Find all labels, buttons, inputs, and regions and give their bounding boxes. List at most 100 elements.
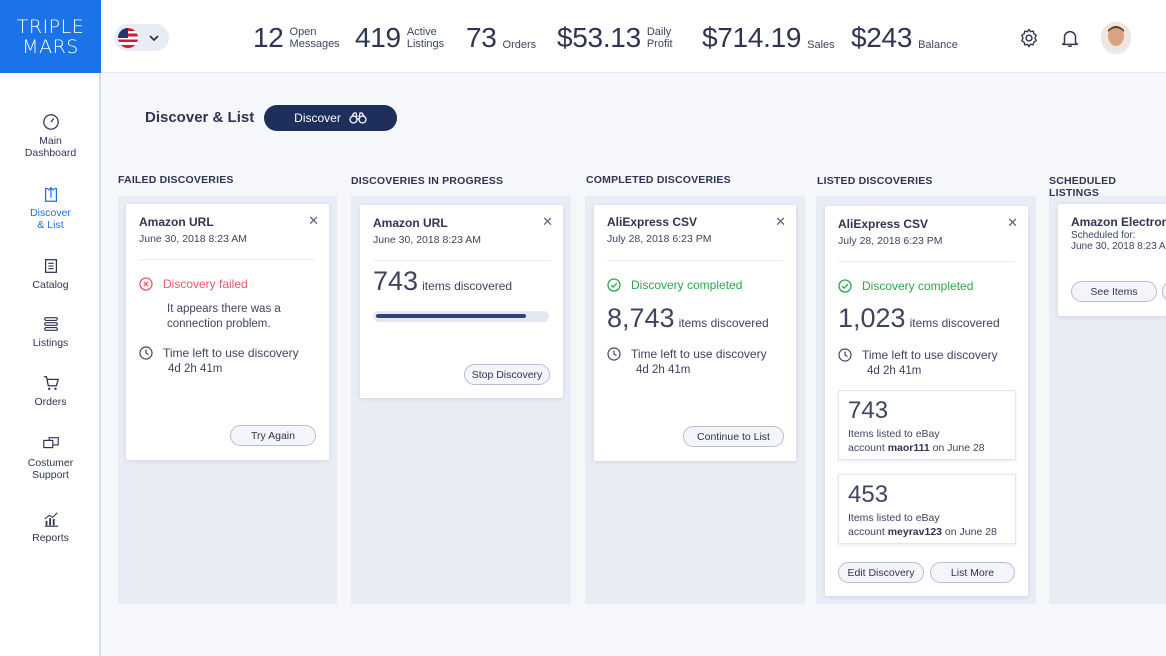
stat-orders[interactable]: 73 Orders	[466, 22, 536, 54]
gear-icon[interactable]	[1018, 27, 1040, 49]
listings-stack-icon	[43, 317, 58, 331]
clock-icon	[139, 346, 153, 360]
sidebar-item-label: Catalog	[32, 279, 69, 291]
stat-sales[interactable]: $714.19 Sales	[702, 22, 835, 54]
secondary-action-button[interactable]	[1162, 281, 1166, 302]
close-icon[interactable]: ✕	[542, 214, 553, 229]
status-failed: Discovery failed	[139, 277, 248, 291]
stat-value: 73	[466, 22, 497, 53]
edit-discovery-button[interactable]: Edit Discovery	[838, 562, 924, 583]
sidebar-item-label: Discover & List	[30, 207, 71, 231]
close-icon[interactable]: ✕	[308, 213, 319, 228]
check-circle-icon	[838, 279, 852, 293]
user-avatar-icon	[1101, 22, 1131, 54]
stat-label: Open Messages	[289, 26, 340, 50]
sidebar: Main Dashboard Discover & List Catalog L…	[0, 73, 101, 656]
status-text: Discovery failed	[163, 277, 248, 291]
check-circle-icon	[607, 278, 621, 292]
stat-label: Active Listings	[406, 26, 445, 50]
app-logo[interactable]: TRIPLE MARS	[0, 0, 101, 73]
us-flag-icon	[118, 27, 138, 48]
divider	[607, 260, 783, 261]
stat-label: Balance	[918, 39, 958, 51]
card-date: June 30, 2018 8:23 AM	[139, 233, 247, 245]
failed-discovery-card: Amazon URL June 30, 2018 8:23 AM ✕ Disco…	[126, 204, 329, 460]
bell-icon[interactable]	[1059, 27, 1081, 49]
continue-to-list-button[interactable]: Continue to List	[683, 426, 784, 447]
column-title-failed: FAILED DISCOVERIES	[118, 174, 234, 186]
sidebar-item-label: Reports	[32, 532, 69, 544]
divider	[373, 260, 550, 261]
stat-value: $53.13	[557, 22, 641, 53]
chat-bubbles-icon	[42, 437, 59, 449]
time-left: Time left to use discovery	[139, 346, 299, 360]
sidebar-item-main-dashboard[interactable]: Main Dashboard	[0, 113, 101, 159]
listing-summary-card: 453 Items listed to eBay account meyrav1…	[838, 474, 1016, 544]
column-title-listed: LISTED DISCOVERIES	[817, 175, 933, 187]
listing-count: 453	[848, 481, 889, 508]
stat-balance[interactable]: $243 Balance	[851, 22, 958, 54]
discover-upload-icon	[44, 186, 57, 202]
time-left-label: Time left to use discovery	[163, 346, 299, 360]
avatar[interactable]	[1101, 22, 1131, 54]
sidebar-item-listings[interactable]: Listings	[0, 315, 101, 349]
listing-count: 743	[848, 397, 889, 424]
card-date: July 28, 2018 6:23 PM	[607, 233, 712, 245]
sidebar-item-reports[interactable]: Reports	[0, 510, 101, 544]
stat-value: 12	[253, 22, 284, 53]
progress-discovery-card: Amazon URL June 30, 2018 8:23 AM ✕ 743 it…	[360, 205, 563, 398]
items-discovered: 8,743 items discovered	[607, 303, 769, 333]
time-left-label: Time left to use discovery	[631, 347, 767, 361]
card-date: July 28, 2018 6:23 PM	[838, 235, 943, 247]
listing-account: account maor111 on June 28	[848, 442, 985, 454]
clock-icon	[607, 347, 621, 361]
stop-discovery-button[interactable]: Stop Discovery	[464, 364, 550, 385]
sidebar-item-orders[interactable]: Orders	[0, 374, 101, 408]
card-source: Amazon URL	[373, 216, 448, 230]
time-left-value: 4d 2h 41m	[168, 363, 223, 375]
card-source: AliExpress CSV	[838, 217, 929, 231]
sidebar-item-label: Orders	[34, 396, 67, 408]
divider	[139, 259, 316, 260]
topbar: 12 Open Messages 419 Active Listings 73 Or…	[101, 0, 1166, 73]
progress-bar	[373, 311, 549, 322]
card-source: Amazon Electroni	[1071, 215, 1166, 229]
list-more-button[interactable]: List More	[930, 562, 1015, 583]
divider	[838, 261, 1015, 262]
country-selector[interactable]	[114, 24, 169, 51]
stat-value: $243	[851, 22, 913, 53]
cart-icon	[43, 376, 59, 391]
error-message: It appears there was a connection problem…	[167, 303, 281, 330]
card-source: Amazon URL	[139, 215, 214, 229]
discover-button[interactable]: Discover	[264, 105, 397, 131]
schedule-date: June 30, 2018 8:23 A	[1071, 241, 1166, 252]
listing-summary-card: 743 Items listed to eBay account maor111…	[838, 390, 1016, 460]
logo-line2: MARS	[22, 35, 79, 58]
schedule-label: Scheduled for:	[1071, 230, 1136, 241]
binoculars-icon	[349, 112, 367, 124]
sidebar-item-discover-list[interactable]: Discover & List	[0, 185, 101, 231]
items-discovered: 743 items discovered	[373, 266, 513, 296]
stat-daily-profit[interactable]: $53.13 Daily Profit	[557, 22, 673, 54]
column-title-completed: COMPLETED DISCOVERIES	[586, 174, 731, 186]
time-left: Time left to use discovery	[607, 347, 767, 361]
sidebar-item-catalog[interactable]: Catalog	[0, 257, 101, 291]
time-left: Time left to use discovery	[838, 348, 998, 362]
error-x-icon	[139, 277, 153, 291]
close-icon[interactable]: ✕	[775, 214, 786, 229]
dashboard-gauge-icon	[42, 114, 59, 130]
time-left-label: Time left to use discovery	[862, 348, 998, 362]
sidebar-item-customer-support[interactable]: Costumer Support	[0, 435, 101, 481]
time-left-value: 4d 2h 41m	[867, 365, 922, 377]
items-discovered: 1,023 items discovered	[838, 303, 1000, 333]
try-again-button[interactable]: Try Again	[230, 425, 316, 446]
stat-open-messages[interactable]: 12 Open Messages	[253, 22, 340, 54]
stat-active-listings[interactable]: 419 Active Listings	[355, 22, 444, 54]
stat-label: Sales	[807, 39, 835, 51]
time-left-value: 4d 2h 41m	[636, 364, 691, 376]
completed-discovery-card: AliExpress CSV July 28, 2018 6:23 PM ✕ D…	[594, 205, 796, 461]
close-icon[interactable]: ✕	[1007, 215, 1018, 230]
see-items-button[interactable]: See Items	[1071, 281, 1157, 302]
listed-discovery-card: AliExpress CSV July 28, 2018 6:23 PM ✕ D…	[825, 206, 1028, 596]
scheduled-listing-card: Amazon Electroni Scheduled for: June 30,…	[1058, 204, 1166, 316]
